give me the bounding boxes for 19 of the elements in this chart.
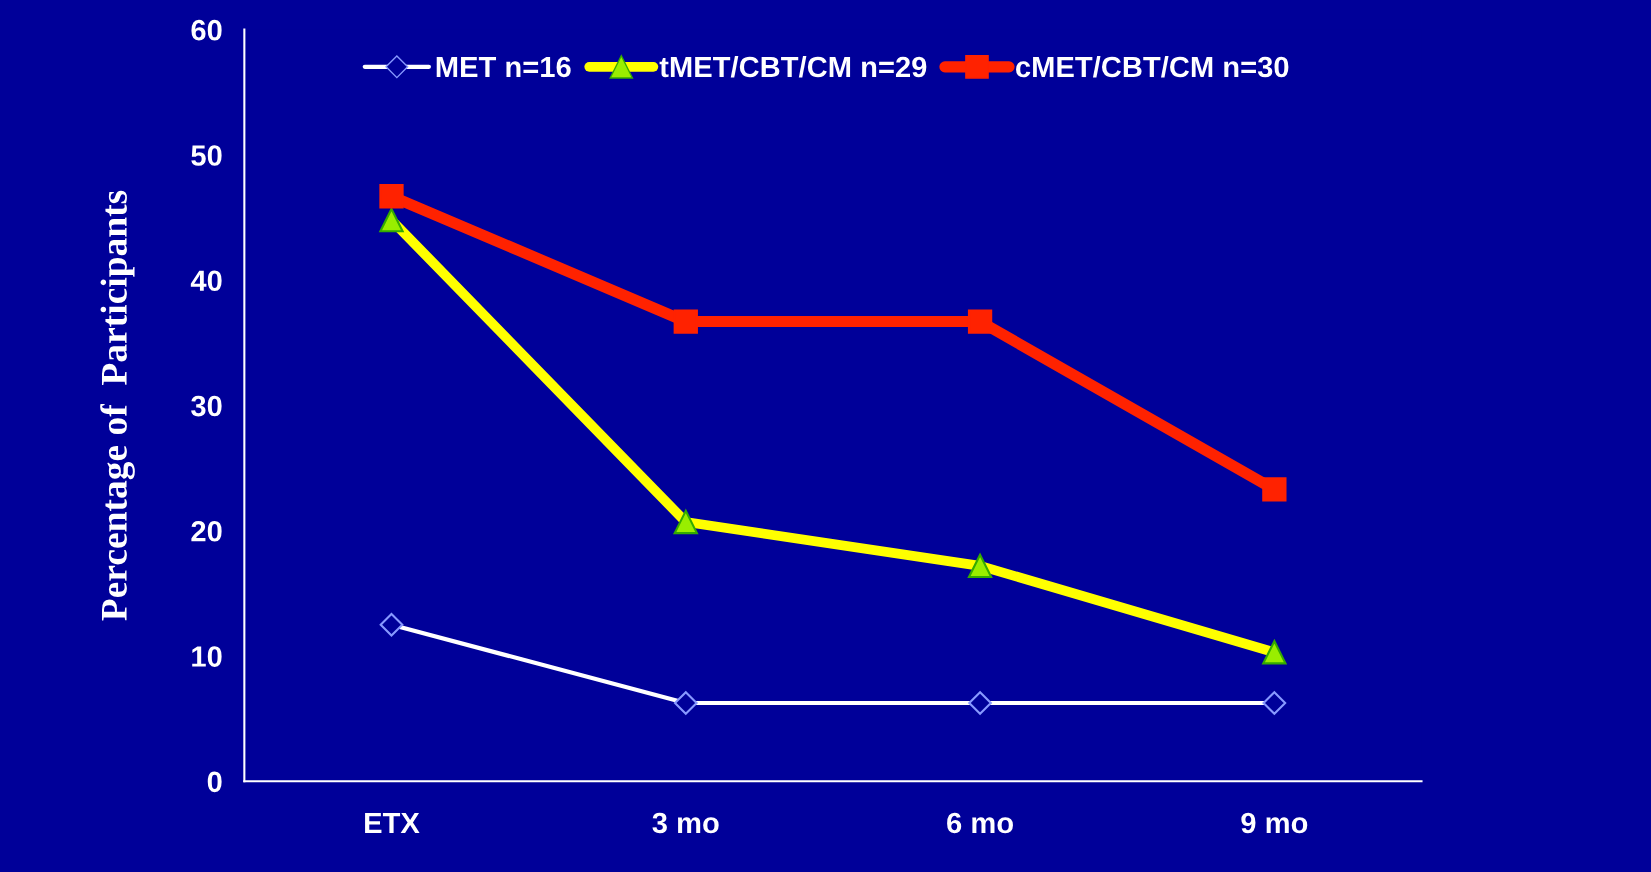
- x-tick-label: 3 mo: [652, 812, 719, 834]
- point: [967, 309, 993, 334]
- point: [1262, 477, 1287, 502]
- legend-label: tMET/CBT/CM n=29: [659, 55, 927, 78]
- legend-label: MET n=16: [436, 56, 571, 78]
- x-tick-label: 6 mo: [947, 812, 1013, 834]
- point: [379, 184, 404, 209]
- legend-label: cMET/CBT/CM n=30: [1016, 55, 1289, 78]
- x-tick-label: ETX: [365, 812, 420, 833]
- y-tick-label: 0: [207, 771, 222, 793]
- y-tick-label: 30: [191, 395, 222, 417]
- y-tick-label: 60: [191, 19, 222, 41]
- x-tick-label: 9 mo: [1241, 812, 1308, 834]
- y-axis-title: Percentage of Participants: [100, 190, 135, 621]
- y-tick-label: 20: [191, 520, 222, 542]
- y-tick-label: 10: [192, 646, 222, 667]
- point: [673, 309, 698, 334]
- y-tick-label: 40: [190, 270, 222, 292]
- y-tick-label: 50: [191, 145, 222, 166]
